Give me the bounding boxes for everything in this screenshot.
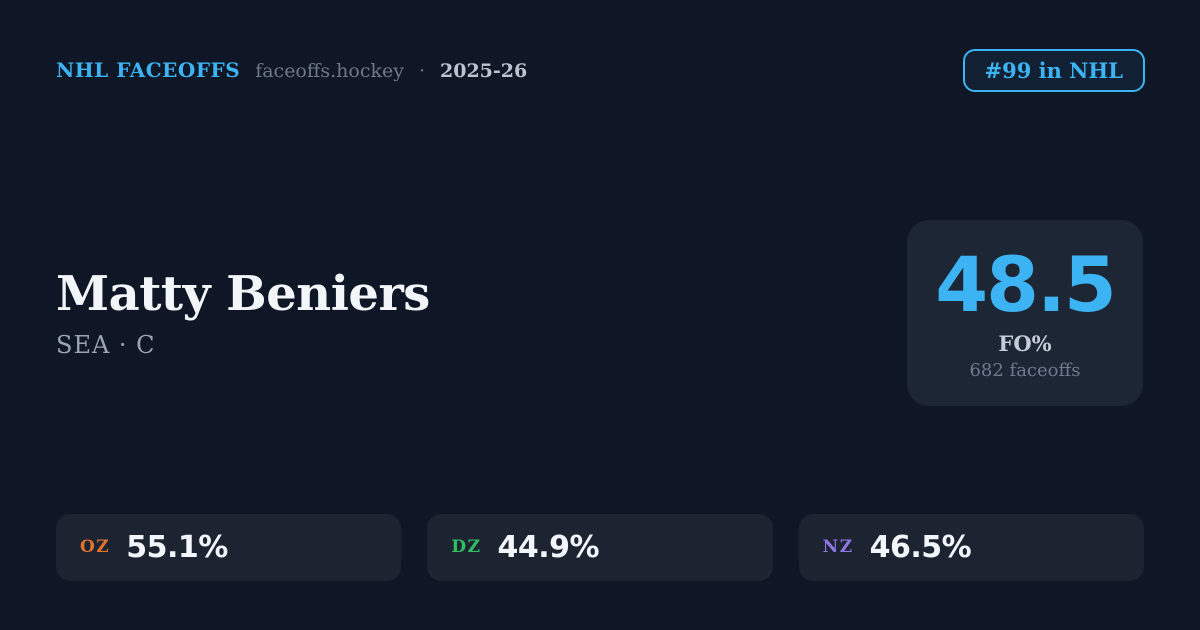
zone-code-label: OZ: [80, 537, 111, 557]
zone-percentage-value: 55.1%: [126, 529, 228, 565]
zone-code-label: NZ: [822, 537, 854, 557]
zone-stats-row: OZ 55.1% DZ 44.9% NZ 46.5%: [56, 514, 1144, 581]
dot-separator: ·: [418, 60, 426, 82]
zone-code-label: DZ: [451, 537, 482, 557]
player-name: Matty Beniers: [56, 266, 430, 322]
faceoff-count: 682 faceoffs: [969, 359, 1081, 381]
faceoff-summary-card: 48.5 FO% 682 faceoffs: [907, 220, 1143, 406]
season-label: 2025-26: [440, 60, 528, 82]
zone-percentage-value: 46.5%: [869, 529, 972, 565]
rank-badge: #99 in NHL: [962, 49, 1145, 92]
zone-stat-pill-offensive: OZ 55.1%: [56, 514, 402, 581]
faceoff-percentage-label: FO%: [998, 330, 1052, 356]
zone-stat-pill-neutral: NZ 46.5%: [798, 514, 1144, 581]
zone-stat-pill-defensive: DZ 44.9%: [427, 514, 773, 581]
zone-percentage-value: 44.9%: [497, 529, 600, 565]
header: NHL FACEOFFS faceoffs.hockey · 2025-26: [56, 58, 527, 82]
player-team-position: SEA · C: [56, 331, 156, 359]
brand-logo: NHL FACEOFFS: [56, 58, 241, 82]
site-domain: faceoffs.hockey: [255, 60, 404, 82]
faceoff-percentage-value: 48.5: [935, 239, 1117, 329]
